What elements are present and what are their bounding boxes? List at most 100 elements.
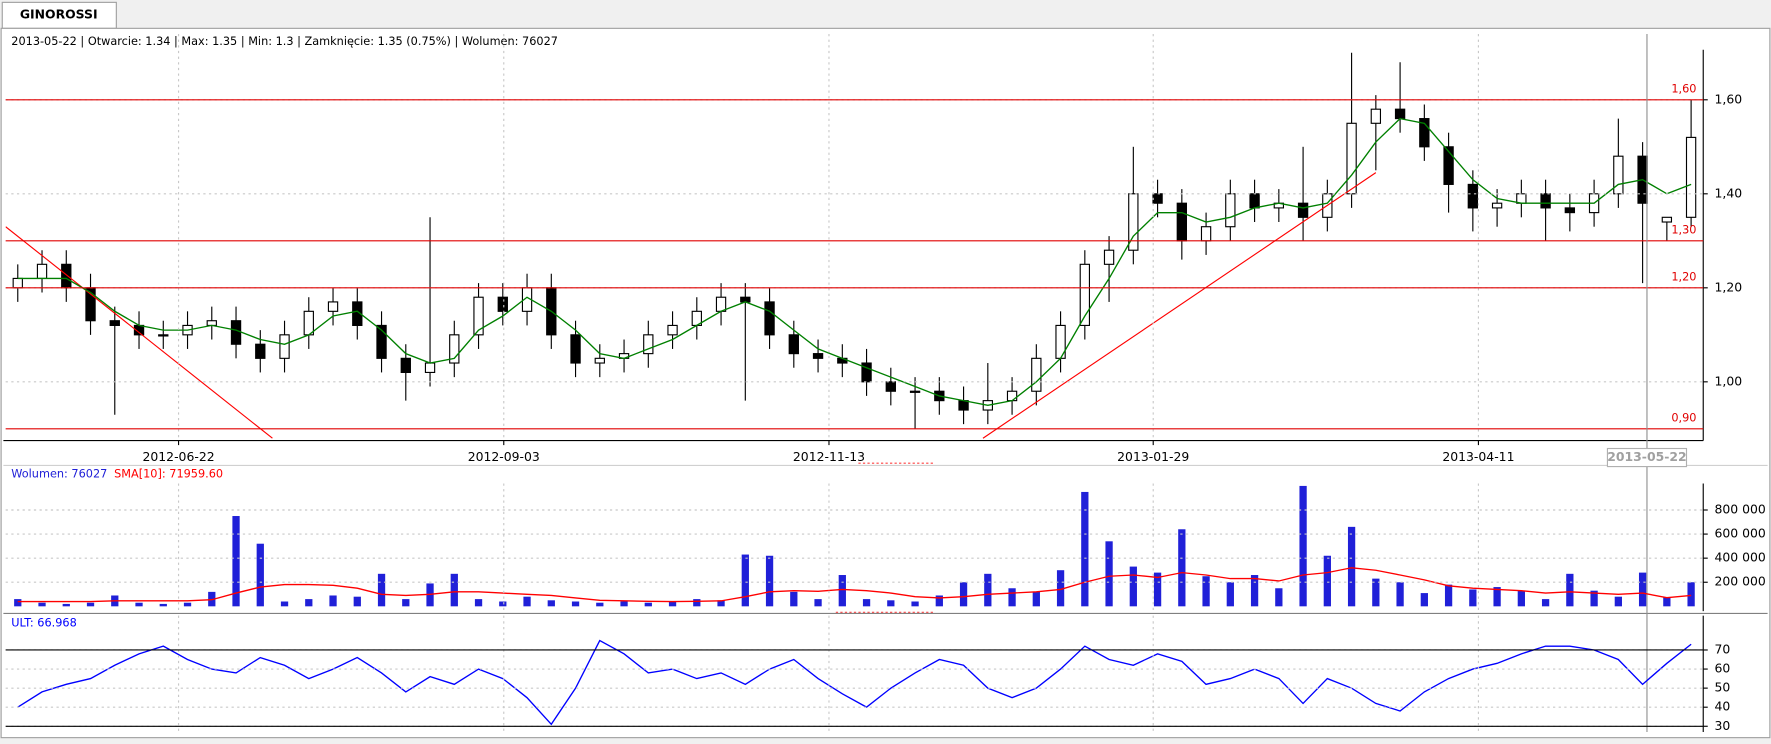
candle-body — [12, 277, 23, 289]
volume-bar — [1638, 572, 1647, 607]
volume-bar — [1299, 485, 1307, 607]
candle-body — [594, 357, 605, 364]
x-tick-label: 2012-11-13 — [793, 449, 865, 464]
volume-bar — [547, 600, 555, 607]
volume-bar — [232, 516, 240, 607]
crosshair-label-box — [1606, 447, 1688, 468]
volume-bar — [644, 602, 652, 607]
candle-body — [1031, 357, 1042, 392]
volume-bar — [523, 596, 531, 607]
candle-body — [570, 334, 581, 364]
volume-bar — [862, 599, 871, 607]
candle-body — [958, 400, 969, 411]
volume-bar — [305, 599, 313, 607]
volume-bar — [1372, 578, 1380, 607]
volume-bar — [280, 601, 289, 607]
trend-line — [982, 172, 1377, 439]
candle-body — [812, 353, 824, 359]
candle-body — [1419, 118, 1430, 148]
volume-bar — [402, 599, 410, 607]
candle-body — [1006, 390, 1018, 402]
volume-bar — [1153, 572, 1162, 607]
y-tick-label: 70 — [1715, 641, 1731, 656]
candle-body — [279, 334, 290, 359]
volume-bar — [377, 573, 386, 607]
level-label: 0,90 — [1671, 412, 1696, 425]
y-tick-label: 1,60 — [1715, 91, 1743, 106]
chart-area — [0, 27, 1771, 739]
y-tick-label: 50 — [1715, 680, 1731, 695]
level-label: 1,30 — [1671, 224, 1696, 237]
candle-body — [1370, 108, 1382, 124]
volume-bar — [935, 595, 943, 607]
legend-entry: ULT: 66.968 — [11, 617, 77, 630]
price-info: 2013-05-22 | Otwarcie: 1.34 | Max: 1.35 … — [11, 35, 558, 48]
candle-body — [255, 343, 266, 359]
candle-body — [473, 296, 484, 336]
panel — [5, 52, 1697, 439]
level-label: 1,20 — [1671, 271, 1696, 284]
candle-body — [715, 296, 727, 312]
candle-body — [764, 301, 775, 336]
panel — [17, 639, 1692, 726]
volume-bar — [1056, 570, 1065, 607]
volume-bar — [887, 600, 895, 607]
candle-body — [1225, 193, 1236, 228]
candle-body — [861, 362, 872, 383]
y-tick-label: 600 000 — [1715, 526, 1766, 541]
candle-body — [327, 301, 339, 312]
volume-bar — [1614, 596, 1622, 607]
volume-bar — [1129, 566, 1137, 607]
volume-bar — [62, 603, 70, 607]
y-tick-label: 1,40 — [1715, 185, 1743, 200]
y-tick-label: 800 000 — [1715, 502, 1766, 517]
volume-bar — [1202, 576, 1210, 607]
candle-body — [449, 334, 460, 364]
y-tick-label: 1,00 — [1715, 373, 1743, 388]
candle-body — [788, 334, 799, 355]
volume-bar — [353, 596, 361, 607]
candle-body — [352, 301, 363, 326]
volume-bar — [135, 602, 143, 607]
series-line — [17, 567, 1692, 603]
candle-body — [1346, 122, 1357, 195]
volume-bar — [1663, 597, 1671, 607]
candle-body — [1540, 193, 1551, 209]
candle-body — [1661, 216, 1673, 223]
candle-body — [36, 263, 48, 279]
volume-bar — [499, 601, 507, 607]
volume-bar — [1178, 529, 1186, 607]
volume-bar — [1444, 584, 1453, 607]
candle-body — [1152, 193, 1163, 204]
volume-bar — [571, 601, 580, 607]
volume-bar — [1541, 599, 1550, 607]
volume-bar — [1105, 541, 1113, 607]
y-tick-label: 200 000 — [1715, 574, 1766, 589]
volume-bar — [329, 595, 337, 607]
volume-bar — [1008, 588, 1016, 607]
tab-label: GINOROSSI — [20, 6, 98, 21]
series-line — [17, 639, 1692, 726]
volume-bar — [1081, 491, 1089, 607]
legend-entry: SMA[10]: 71959.60 — [114, 467, 223, 480]
volume-bar — [14, 599, 22, 607]
candle-body — [1516, 193, 1527, 204]
candle-body — [1128, 193, 1139, 251]
x-tick-label: 2013-04-11 — [1442, 449, 1514, 464]
candle-body — [909, 390, 921, 393]
y-tick-label: 400 000 — [1715, 550, 1766, 565]
volume-bar — [1396, 582, 1404, 607]
volume-bar — [474, 599, 483, 607]
series-line — [17, 117, 1692, 407]
tab[interactable] — [1, 1, 117, 29]
volume-bar — [765, 555, 774, 607]
volume-bar — [959, 582, 968, 607]
volume-bar — [183, 602, 192, 607]
candle-body — [1685, 136, 1697, 218]
candle-body — [1443, 146, 1454, 185]
candle-body — [885, 381, 896, 392]
candle-body — [1467, 183, 1479, 209]
volume-bar — [86, 602, 95, 607]
volume-bar — [717, 600, 725, 607]
